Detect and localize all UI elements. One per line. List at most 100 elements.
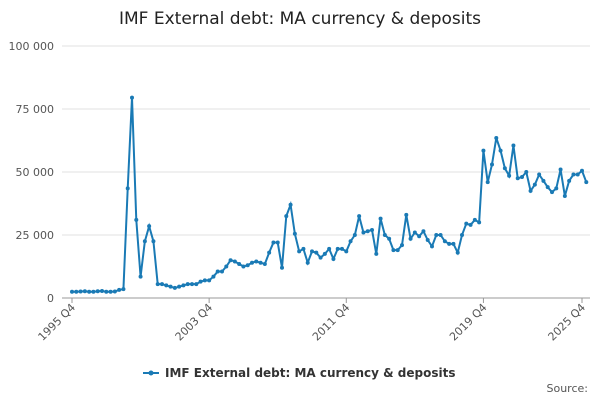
point: [168, 284, 173, 289]
point: [232, 259, 237, 264]
point: [400, 243, 404, 248]
point: [258, 260, 263, 265]
x-tick-label: 2003 Q4: [173, 301, 216, 344]
point: [395, 248, 400, 253]
point: [490, 162, 494, 167]
point: [464, 221, 469, 226]
point: [545, 185, 550, 190]
point: [155, 282, 160, 287]
point: [455, 250, 460, 255]
point: [331, 256, 336, 261]
point: [567, 178, 572, 183]
point: [348, 239, 353, 244]
line: [72, 97, 588, 293]
point: [91, 289, 96, 294]
point: [117, 287, 122, 292]
point: [550, 190, 554, 195]
point: [425, 238, 430, 243]
point: [292, 231, 297, 236]
point: [322, 251, 327, 256]
y-tick-label: 50 000: [16, 166, 55, 179]
point: [442, 239, 447, 244]
point: [172, 285, 177, 290]
point: [310, 249, 314, 254]
point: [374, 251, 379, 256]
point: [412, 230, 417, 235]
point: [562, 193, 567, 198]
point: [391, 248, 396, 253]
y-tick-label: 75 000: [16, 103, 55, 116]
point: [344, 249, 349, 254]
point: [558, 167, 563, 172]
point: [447, 241, 452, 246]
point: [134, 217, 139, 222]
point: [220, 269, 224, 274]
point: [207, 278, 212, 283]
point: [430, 244, 434, 249]
point: [194, 282, 199, 287]
point: [472, 217, 477, 222]
point: [520, 175, 524, 180]
x-tick-label: 2019 Q4: [447, 301, 490, 344]
x-tick-label: 2025 Q4: [546, 301, 589, 344]
point: [382, 233, 387, 237]
point: [301, 246, 306, 251]
point: [160, 282, 164, 287]
point: [451, 241, 456, 246]
point: [241, 264, 246, 269]
point: [575, 172, 580, 177]
legend-label: IMF External debt: MA currency & deposit…: [165, 366, 456, 380]
point: [177, 284, 182, 289]
point: [494, 135, 499, 140]
point: [481, 148, 486, 153]
point: [254, 259, 259, 264]
point: [147, 224, 152, 229]
point: [340, 246, 344, 251]
point: [181, 283, 186, 288]
point: [361, 230, 366, 235]
point: [87, 289, 92, 294]
point: [511, 143, 516, 148]
point: [318, 255, 323, 260]
point: [185, 282, 190, 287]
point: [515, 176, 520, 181]
point: [138, 274, 143, 279]
point: [365, 229, 370, 234]
point: [404, 212, 409, 217]
point: [108, 289, 113, 294]
point: [408, 236, 413, 241]
point: [387, 236, 392, 241]
point: [421, 229, 426, 234]
point: [284, 214, 289, 219]
point: [82, 289, 87, 294]
point: [434, 233, 439, 237]
point: [554, 186, 559, 191]
x-tick-label: 1995 Q4: [36, 301, 79, 344]
point: [528, 188, 533, 193]
point: [280, 265, 284, 270]
point: [498, 148, 503, 153]
point: [584, 180, 589, 185]
point: [314, 250, 319, 255]
point: [417, 234, 422, 239]
point: [202, 278, 207, 283]
point: [104, 289, 109, 294]
point: [70, 289, 74, 294]
point: [211, 274, 216, 279]
point: [250, 260, 254, 265]
point: [262, 261, 267, 266]
point: [100, 288, 104, 293]
point: [215, 269, 220, 274]
point: [532, 182, 537, 187]
chart-title: IMF External debt: MA currency & deposit…: [119, 9, 481, 29]
point: [112, 289, 117, 294]
point: [142, 239, 147, 244]
point: [507, 173, 512, 178]
point: [130, 95, 134, 100]
x-tick-label: 2011 Q4: [310, 301, 353, 344]
point: [245, 263, 250, 268]
point: [151, 239, 156, 244]
point: [460, 233, 464, 237]
point: [327, 246, 332, 251]
